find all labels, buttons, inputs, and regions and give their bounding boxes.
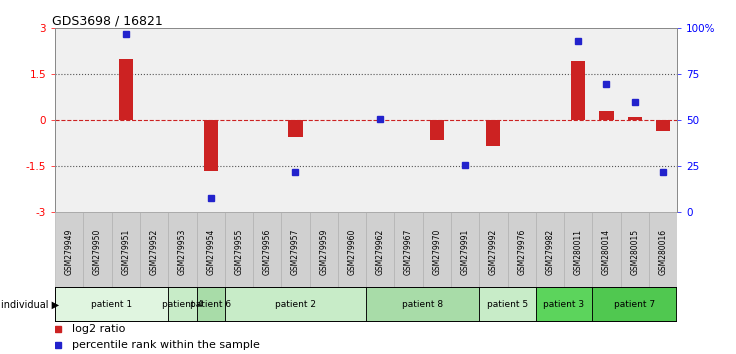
Text: GSM279970: GSM279970 — [432, 229, 442, 275]
Text: patient 8: patient 8 — [402, 300, 443, 309]
FancyBboxPatch shape — [564, 212, 592, 289]
Text: log2 ratio: log2 ratio — [72, 324, 126, 334]
FancyBboxPatch shape — [592, 212, 620, 289]
Bar — [289, 120, 302, 137]
FancyBboxPatch shape — [479, 287, 536, 321]
FancyBboxPatch shape — [140, 212, 169, 289]
FancyBboxPatch shape — [281, 212, 310, 289]
FancyBboxPatch shape — [169, 287, 197, 321]
FancyBboxPatch shape — [338, 212, 366, 289]
Text: GSM279954: GSM279954 — [206, 229, 215, 275]
FancyBboxPatch shape — [366, 212, 394, 289]
Text: GSM279950: GSM279950 — [93, 229, 102, 275]
Bar — [656, 120, 670, 131]
FancyBboxPatch shape — [394, 212, 422, 289]
FancyBboxPatch shape — [620, 212, 649, 289]
FancyBboxPatch shape — [592, 287, 677, 321]
Text: patient 7: patient 7 — [614, 300, 655, 309]
FancyBboxPatch shape — [197, 287, 224, 321]
FancyBboxPatch shape — [83, 212, 112, 289]
Text: GSM279962: GSM279962 — [376, 229, 385, 275]
Text: GSM280015: GSM280015 — [630, 229, 640, 275]
Bar — [599, 111, 614, 120]
Text: GSM279992: GSM279992 — [489, 229, 498, 275]
Text: patient 1: patient 1 — [91, 300, 132, 309]
FancyBboxPatch shape — [224, 287, 366, 321]
Text: GSM279960: GSM279960 — [347, 229, 356, 275]
Text: GSM279967: GSM279967 — [404, 229, 413, 275]
FancyBboxPatch shape — [253, 212, 281, 289]
FancyBboxPatch shape — [479, 212, 508, 289]
Text: patient 5: patient 5 — [487, 300, 528, 309]
Text: patient 2: patient 2 — [275, 300, 316, 309]
FancyBboxPatch shape — [649, 212, 677, 289]
Bar — [486, 120, 500, 147]
FancyBboxPatch shape — [197, 212, 224, 289]
Bar — [430, 120, 444, 140]
Text: GSM279952: GSM279952 — [149, 229, 159, 275]
FancyBboxPatch shape — [169, 212, 197, 289]
FancyBboxPatch shape — [55, 287, 169, 321]
Text: GSM279976: GSM279976 — [517, 229, 526, 275]
Text: GSM279957: GSM279957 — [291, 229, 300, 275]
Text: patient 3: patient 3 — [543, 300, 584, 309]
FancyBboxPatch shape — [55, 212, 83, 289]
Text: patient 6: patient 6 — [190, 300, 231, 309]
Text: percentile rank within the sample: percentile rank within the sample — [72, 340, 261, 350]
Text: GSM280016: GSM280016 — [659, 229, 668, 275]
FancyBboxPatch shape — [310, 212, 338, 289]
Bar — [118, 59, 133, 120]
FancyBboxPatch shape — [451, 212, 479, 289]
Bar — [628, 117, 642, 120]
FancyBboxPatch shape — [536, 287, 592, 321]
FancyBboxPatch shape — [536, 212, 564, 289]
Text: GSM280014: GSM280014 — [602, 229, 611, 275]
Text: GSM279951: GSM279951 — [121, 229, 130, 275]
Text: GSM280011: GSM280011 — [573, 229, 583, 275]
FancyBboxPatch shape — [366, 287, 479, 321]
Text: GSM279953: GSM279953 — [178, 229, 187, 275]
Text: GSM279956: GSM279956 — [263, 229, 272, 275]
Text: individual ▶: individual ▶ — [1, 299, 60, 309]
Text: GSM279959: GSM279959 — [319, 229, 328, 275]
Bar — [204, 120, 218, 171]
Bar — [571, 61, 585, 120]
Text: GSM279949: GSM279949 — [65, 229, 74, 275]
FancyBboxPatch shape — [112, 212, 140, 289]
Text: GSM279955: GSM279955 — [235, 229, 244, 275]
Text: GDS3698 / 16821: GDS3698 / 16821 — [52, 14, 163, 27]
FancyBboxPatch shape — [224, 212, 253, 289]
Text: GSM279982: GSM279982 — [545, 229, 554, 275]
FancyBboxPatch shape — [422, 212, 451, 289]
FancyBboxPatch shape — [508, 212, 536, 289]
Text: patient 4: patient 4 — [162, 300, 203, 309]
Text: GSM279991: GSM279991 — [461, 229, 470, 275]
